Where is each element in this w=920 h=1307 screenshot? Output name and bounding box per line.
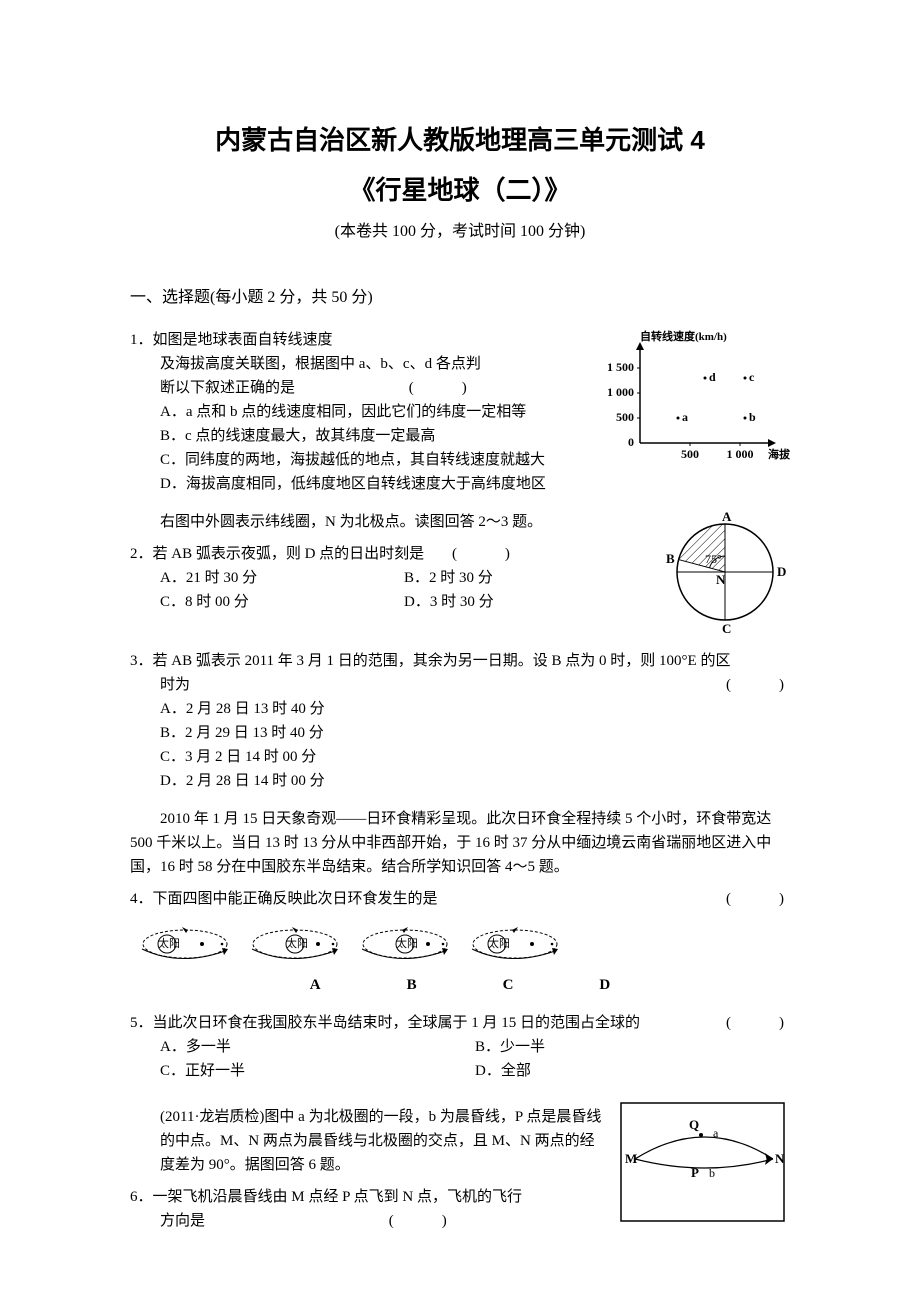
q3-choice-d: D．2 月 28 日 14 时 00 分 bbox=[160, 769, 790, 793]
q4-label-c: C bbox=[503, 973, 514, 997]
q5-number: 5． bbox=[130, 1011, 153, 1035]
question-3: 3．若 AB 弧表示 2011 年 3 月 1 日的范围，其余为另一日期。设 B… bbox=[130, 649, 790, 793]
q1-figure: 自转线速度(km/h) 0 500 1 000 1 500 500 1 000 bbox=[600, 328, 790, 468]
q4-stem: 下面四图中能正确反映此次日环食发生的是 bbox=[153, 891, 438, 907]
q6fig-a: a bbox=[713, 1126, 719, 1140]
q4-diagram-c: 太阳 bbox=[362, 927, 448, 959]
q4-diagram-d: 太阳 bbox=[472, 927, 558, 959]
q23-figure: 75° A B C D N bbox=[660, 510, 790, 635]
doc-title: 内蒙古自治区新人教版地理高三单元测试 4 bbox=[130, 120, 790, 162]
q6fig-P: P bbox=[691, 1165, 699, 1180]
q6-paren: ( ) bbox=[389, 1213, 453, 1229]
q1fig-xlabel: 海拔(m) bbox=[768, 447, 790, 461]
question-2-3-block: 右图中外圆表示纬线圈，N 为北极点。读图回答 2～3 题。 2．若 AB 弧表示… bbox=[130, 510, 790, 635]
q23fig-B: B bbox=[666, 551, 675, 566]
question-4: 4．下面四图中能正确反映此次日环食发生的是 ( ) 太阳 太阳 bbox=[130, 887, 790, 997]
question-6-block: (2011·龙岩质检)图中 a 为北极圈的一段，b 为晨昏线，P 点是晨昏线的中… bbox=[130, 1097, 790, 1233]
q2-choice-c: C．8 时 00 分 bbox=[160, 590, 404, 614]
q3-stem2: 时为 bbox=[160, 677, 190, 693]
section-1-header: 一、选择题(每小题 2 分，共 50 分) bbox=[130, 285, 790, 311]
q6fig-M: M bbox=[625, 1151, 637, 1166]
q6fig-Q: Q bbox=[689, 1117, 699, 1132]
q1-number: 1． bbox=[130, 328, 153, 352]
question-1: 1．如图是地球表面自转线速度 及海拔高度关联图，根据图中 a、b、c、d 各点判… bbox=[130, 328, 790, 496]
q4-label-a: A bbox=[310, 973, 321, 997]
q4b-sun: 太阳 bbox=[286, 937, 308, 950]
q1fig-y3: 1 500 bbox=[607, 360, 634, 374]
q4-diagram-a: 太阳 bbox=[142, 927, 228, 959]
q1fig-x0: 500 bbox=[681, 447, 699, 461]
q4c-sun: 太阳 bbox=[396, 937, 418, 950]
q1-choice-d: D．海拔高度相同，低纬度地区自转线速度大于高纬度地区 bbox=[160, 472, 588, 496]
q23fig-C: C bbox=[722, 621, 731, 635]
q1fig-y0: 0 bbox=[628, 435, 634, 449]
q1fig-y1: 500 bbox=[616, 410, 634, 424]
q23fig-angle: 75° bbox=[705, 552, 722, 566]
q6-stem2: 方向是 bbox=[160, 1213, 205, 1229]
q2-paren: ( ) bbox=[452, 546, 516, 562]
q3-number: 3． bbox=[130, 649, 153, 673]
q1fig-pt-d: d bbox=[709, 370, 716, 384]
q1fig-pt-c: c bbox=[749, 370, 755, 384]
q3-choice-b: B．2 月 29 日 13 时 40 分 bbox=[160, 721, 790, 745]
q1fig-pt-a: a bbox=[682, 410, 688, 424]
q3-choice-c: C．3 月 2 日 14 时 00 分 bbox=[160, 745, 790, 769]
q5-choice-c: C．正好一半 bbox=[160, 1059, 475, 1083]
q1fig-ylabel: 自转线速度(km/h) bbox=[640, 329, 727, 343]
doc-subtitle: 《行星地球（二）》 bbox=[130, 170, 790, 212]
q2-choice-d: D．3 时 30 分 bbox=[404, 590, 648, 614]
q6-figure: Q a P b M N bbox=[615, 1097, 790, 1227]
q5-paren: ( ) bbox=[726, 1011, 790, 1035]
intro-2-3: 右图中外圆表示纬线圈，N 为北极点。读图回答 2～3 题。 bbox=[160, 510, 648, 534]
q23fig-N: N bbox=[716, 572, 726, 587]
question-5: 5．当此次日环食在我国胶东半岛结束时，全球属于 1 月 15 日的范围占全球的 … bbox=[130, 1011, 790, 1083]
q1-choice-c: C．同纬度的两地，海拔越低的地点，其自转线速度就越大 bbox=[160, 448, 588, 472]
q23fig-D: D bbox=[777, 564, 786, 579]
q5-stem: 当此次日环食在我国胶东半岛结束时，全球属于 1 月 15 日的范围占全球的 bbox=[153, 1015, 641, 1031]
q4-diagram-b: 太阳 bbox=[252, 927, 338, 959]
q6-stem1: 一架飞机沿晨昏线由 M 点经 P 点飞到 N 点，飞机的飞行 bbox=[153, 1189, 522, 1205]
q2-choice-a: A．21 时 30 分 bbox=[160, 566, 404, 590]
q23fig-A: A bbox=[722, 510, 732, 524]
q1-line1: 如图是地球表面自转线速度 bbox=[153, 332, 333, 348]
q6-number: 6． bbox=[130, 1185, 153, 1209]
q1-choice-b: B．c 点的线速度最大，故其纬度一定最高 bbox=[160, 424, 588, 448]
q6fig-N: N bbox=[775, 1151, 785, 1166]
q3-choice-a: A．2 月 28 日 13 时 40 分 bbox=[160, 697, 790, 721]
q1fig-y2: 1 000 bbox=[607, 385, 634, 399]
q2-stem: 若 AB 弧表示夜弧，则 D 点的日出时刻是 bbox=[153, 546, 425, 562]
q4a-sun: 太阳 bbox=[158, 937, 180, 950]
q3-stem1: 若 AB 弧表示 2011 年 3 月 1 日的范围，其余为另一日期。设 B 点… bbox=[153, 653, 731, 669]
q5-choice-d: D．全部 bbox=[475, 1059, 790, 1083]
q1-paren: ( ) bbox=[409, 380, 473, 396]
q1fig-pt-b: b bbox=[749, 410, 756, 424]
q4-paren: ( ) bbox=[726, 887, 790, 911]
q4d-sun: 太阳 bbox=[488, 937, 510, 950]
intro-4-5: 2010 年 1 月 15 日天象奇观——日环食精彩呈现。此次日环食全程持续 5… bbox=[130, 807, 790, 879]
intro-6: (2011·龙岩质检)图中 a 为北极圈的一段，b 为晨昏线，P 点是晨昏线的中… bbox=[160, 1105, 603, 1177]
doc-meta: (本卷共 100 分，考试时间 100 分钟) bbox=[130, 219, 790, 245]
q5-choice-b: B．少一半 bbox=[475, 1035, 790, 1059]
q1-choice-a: A．a 点和 b 点的线速度相同，因此它们的纬度一定相等 bbox=[160, 400, 588, 424]
q4-label-b: B bbox=[407, 973, 417, 997]
q2-choice-b: B．2 时 30 分 bbox=[404, 566, 648, 590]
q4-number: 4． bbox=[130, 887, 153, 911]
q4-label-d: D bbox=[599, 973, 610, 997]
q1-line3: 断以下叙述正确的是 bbox=[160, 380, 295, 396]
q3-paren: ( ) bbox=[726, 673, 790, 697]
q1-line2: 及海拔高度关联图，根据图中 a、b、c、d 各点判 bbox=[160, 352, 588, 376]
q1fig-x1: 1 000 bbox=[727, 447, 754, 461]
q6fig-b: b bbox=[709, 1166, 715, 1180]
q2-number: 2． bbox=[130, 542, 153, 566]
q5-choice-a: A．多一半 bbox=[160, 1035, 475, 1059]
q4-figure-row: 太阳 太阳 太阳 bbox=[130, 919, 790, 969]
